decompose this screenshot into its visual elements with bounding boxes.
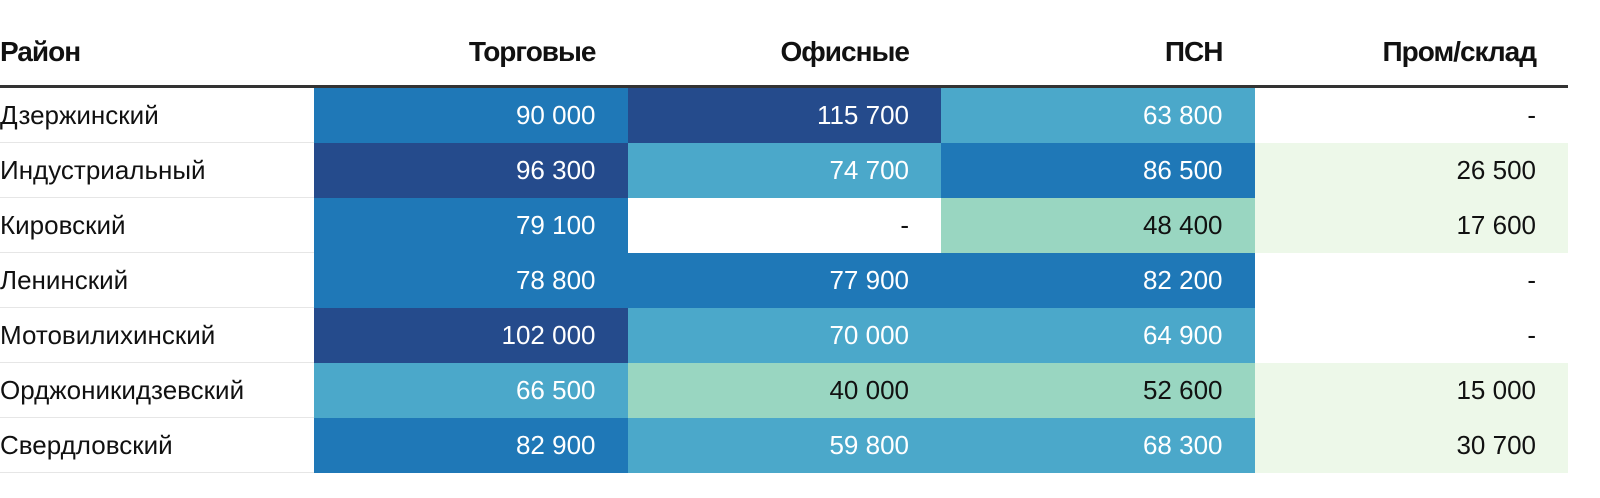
cell-industrial-warehouse: 30 700 <box>1254 417 1568 473</box>
header-row: Район Торговые Офисные ПСН Пром/склад <box>0 18 1568 88</box>
cell-industrial-warehouse: - <box>1254 252 1568 308</box>
cell-psn: 86 500 <box>941 142 1255 198</box>
cell-industrial-warehouse: - <box>1254 307 1568 363</box>
district-name: Ленинский <box>0 252 314 308</box>
table-row: Мотовилихинский 102 000 70 000 64 900- <box>0 307 1568 363</box>
table-row: Кировский 79 100-48 400 17 600 <box>0 197 1568 253</box>
table-row: Дзержинский 90 000 115 700 63 800- <box>0 86 1568 143</box>
cell-retail: 78 800 <box>314 252 628 308</box>
cell-retail: 90 000 <box>314 86 628 143</box>
cell-industrial-warehouse: 17 600 <box>1254 197 1568 253</box>
cell-psn: 48 400 <box>941 197 1255 253</box>
cell-office: 40 000 <box>627 362 941 418</box>
table-body: Дзержинский 90 000 115 700 63 800- Индустриа… <box>0 86 1568 473</box>
cell-retail: 96 300 <box>314 142 628 198</box>
column-header-psn: ПСН <box>941 18 1255 88</box>
cell-psn: 52 600 <box>941 362 1255 418</box>
heatmap-table: Район Торговые Офисные ПСН Пром/склад Дз… <box>0 18 1568 473</box>
column-header-industrial-warehouse: Пром/склад <box>1254 18 1568 88</box>
cell-office: 115 700 <box>627 86 941 143</box>
cell-psn: 64 900 <box>941 307 1255 363</box>
column-header-office: Офисные <box>627 18 941 88</box>
table-row: Орджоникидзевский 66 500 40 000 52 600 15 00… <box>0 362 1568 418</box>
cell-industrial-warehouse: 26 500 <box>1254 142 1568 198</box>
cell-office: - <box>627 197 941 253</box>
district-name: Индустриальный <box>0 142 314 198</box>
cell-retail: 79 100 <box>314 197 628 253</box>
column-header-retail: Торговые <box>314 18 628 88</box>
cell-office: 74 700 <box>627 142 941 198</box>
district-name: Свердловский <box>0 417 314 473</box>
cell-retail: 82 900 <box>314 417 628 473</box>
district-name: Дзержинский <box>0 86 314 143</box>
cell-office: 77 900 <box>627 252 941 308</box>
district-name: Кировский <box>0 197 314 253</box>
table-row: Свердловский 82 900 59 800 68 300 30 700 <box>0 417 1568 473</box>
cell-psn: 63 800 <box>941 86 1255 143</box>
column-header-district: Район <box>0 18 314 88</box>
cell-psn: 68 300 <box>941 417 1255 473</box>
cell-office: 59 800 <box>627 417 941 473</box>
table-row: Индустриальный 96 300 74 700 86 500 26 500 <box>0 142 1568 198</box>
cell-industrial-warehouse: 15 000 <box>1254 362 1568 418</box>
district-name: Мотовилихинский <box>0 307 314 363</box>
cell-retail: 102 000 <box>314 307 628 363</box>
cell-retail: 66 500 <box>314 362 628 418</box>
cell-office: 70 000 <box>627 307 941 363</box>
table-row: Ленинский 78 800 77 900 82 200- <box>0 252 1568 308</box>
district-name: Орджоникидзевский <box>0 362 314 418</box>
cell-industrial-warehouse: - <box>1254 86 1568 143</box>
cell-psn: 82 200 <box>941 252 1255 308</box>
